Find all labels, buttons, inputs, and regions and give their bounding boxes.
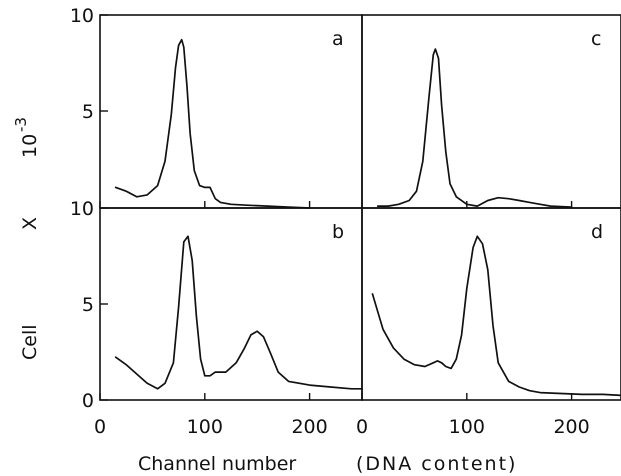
y-tick-top-5-label: 5 bbox=[82, 101, 94, 123]
x-tick-left-0-label: 0 bbox=[94, 416, 106, 438]
panel-d-label: d bbox=[591, 221, 603, 243]
panel-c-frame bbox=[361, 14, 621, 209]
y-label-exponent: -3 bbox=[12, 117, 30, 132]
y-label-cell: Cell bbox=[19, 324, 41, 360]
panel-a-label: a bbox=[332, 28, 344, 50]
y-label-times: X bbox=[19, 217, 41, 230]
panel-a: a bbox=[99, 14, 363, 209]
y-axis-label: Cell X 10 -3 bbox=[12, 117, 41, 360]
y-tick-bottom-0-label: 0 bbox=[82, 390, 94, 412]
x-axis-label-left: Channel number bbox=[138, 453, 296, 475]
panel-b: b bbox=[99, 207, 363, 401]
panel-a-frame bbox=[99, 14, 363, 209]
panel-b-frame bbox=[99, 207, 363, 401]
y-tick-bottom-5-label: 5 bbox=[82, 294, 94, 316]
x-tick-right-0-label: 0 bbox=[356, 416, 368, 438]
panel-c-histogram-line bbox=[376, 48, 573, 208]
panel-c: c bbox=[361, 14, 621, 209]
panel-d: d bbox=[361, 207, 621, 401]
x-axis-label-right: (DNA content) bbox=[356, 453, 517, 475]
panel-b-histogram-line bbox=[114, 235, 363, 390]
x-tick-right-100-label: 100 bbox=[449, 416, 485, 438]
panel-b-label: b bbox=[332, 221, 344, 243]
x-tick-right-200-label: 200 bbox=[553, 416, 589, 438]
y-label-ten: 10 bbox=[19, 134, 41, 158]
panel-c-label: c bbox=[591, 28, 601, 50]
panel-d-histogram-line bbox=[371, 235, 621, 397]
y-tick-bottom-10-label: 10 bbox=[70, 198, 94, 220]
x-tick-left-200-label: 200 bbox=[291, 416, 327, 438]
panel-d-frame bbox=[361, 207, 621, 401]
panel-a-histogram-line bbox=[114, 38, 311, 209]
x-tick-left-100-label: 100 bbox=[187, 416, 223, 438]
panels-layer: a b c d bbox=[99, 14, 621, 401]
y-tick-top-10-label: 10 bbox=[70, 5, 94, 27]
